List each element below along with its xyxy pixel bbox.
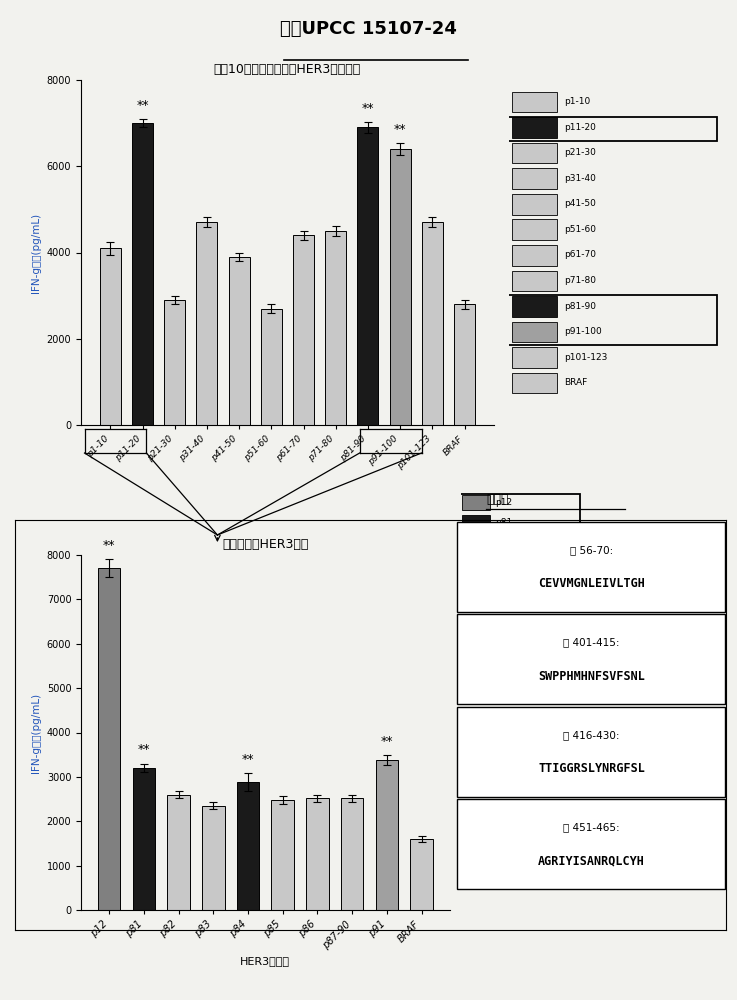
FancyBboxPatch shape [462,575,490,590]
Bar [133,768,155,910]
Text: 肽 56-70:: 肽 56-70: [570,545,613,555]
FancyBboxPatch shape [458,522,725,612]
FancyBboxPatch shape [462,495,490,510]
Text: **: ** [138,743,150,756]
Text: p91: p91 [495,658,512,667]
Text: 肽 401-415:: 肽 401-415: [563,638,620,648]
FancyBboxPatch shape [462,655,490,670]
Text: p11-20: p11-20 [564,123,596,132]
Text: p83: p83 [495,558,512,567]
FancyBboxPatch shape [462,615,490,630]
Bar [325,231,346,425]
Bar [237,782,259,910]
Bar [202,806,225,910]
Text: p61-70: p61-70 [564,250,596,259]
Text: **: ** [103,539,116,552]
Bar [197,222,217,425]
Bar [390,149,411,425]
Bar [167,795,190,910]
FancyBboxPatch shape [458,614,725,704]
Bar [98,568,120,910]
Bar [99,248,121,425]
X-axis label: HER3肽信息: HER3肽信息 [240,956,290,966]
Bar [164,300,185,425]
FancyBboxPatch shape [462,535,490,550]
Title: 具有10个肽片段的组的HER3全局筛选: 具有10个肽片段的组的HER3全局筛选 [214,63,361,76]
Bar [422,222,443,425]
Text: **: ** [394,123,406,136]
FancyBboxPatch shape [458,799,725,889]
Text: BRAF: BRAF [495,678,518,687]
FancyBboxPatch shape [511,143,556,163]
Text: **: ** [362,102,374,115]
Text: SWPPHMHNFSVFSNL: SWPPHMHNFSVFSNL [538,670,645,683]
Text: p87-90: p87-90 [495,638,527,647]
FancyBboxPatch shape [462,635,490,650]
FancyBboxPatch shape [462,555,490,570]
Text: 肽 451-465:: 肽 451-465: [563,822,620,832]
Bar [132,123,153,425]
Text: p84: p84 [495,578,511,587]
Text: p1-10: p1-10 [564,97,590,106]
Bar [261,309,282,425]
Text: TTIGGRSLYNRGFSL: TTIGGRSLYNRGFSL [538,762,645,775]
FancyBboxPatch shape [511,322,556,342]
FancyBboxPatch shape [511,245,556,266]
Text: p71-80: p71-80 [564,276,596,285]
Bar [411,839,433,910]
Text: p85: p85 [495,598,512,607]
Text: p31-40: p31-40 [564,174,596,183]
FancyBboxPatch shape [511,271,556,291]
Bar [271,800,294,910]
FancyBboxPatch shape [511,117,556,138]
Bar [357,127,378,425]
Text: p12: p12 [495,498,511,507]
Text: p41-50: p41-50 [564,199,596,208]
Text: p101-123: p101-123 [564,353,607,362]
Y-axis label: IFN-g产量(pg/mL): IFN-g产量(pg/mL) [31,692,41,773]
Text: **: ** [380,735,393,748]
Bar [376,760,398,910]
Text: p86: p86 [495,618,512,627]
Text: p21-30: p21-30 [564,148,596,157]
Text: p51-60: p51-60 [564,225,596,234]
Text: 患者UPCC 15107-24: 患者UPCC 15107-24 [280,20,457,38]
Text: p81: p81 [495,518,512,527]
FancyBboxPatch shape [462,515,490,530]
Text: AGRIYISANRQLCYH: AGRIYISANRQLCYH [538,854,645,867]
Text: **: ** [136,99,149,112]
Title: 具有单肽的HER3筛选: 具有单肽的HER3筛选 [222,538,309,551]
Text: p81-90: p81-90 [564,302,596,311]
Y-axis label: IFN-g产量(pg/mL): IFN-g产量(pg/mL) [31,212,41,293]
Text: CEVVMGNLEIVLTGH: CEVVMGNLEIVLTGH [538,577,645,590]
FancyBboxPatch shape [511,92,556,112]
Text: 肽序列: 肽序列 [486,493,509,506]
Bar [454,304,475,425]
FancyBboxPatch shape [511,194,556,215]
Bar [340,798,363,910]
FancyBboxPatch shape [458,707,725,797]
FancyBboxPatch shape [511,347,556,368]
FancyBboxPatch shape [462,675,490,690]
Text: 肽 416-430:: 肽 416-430: [563,730,620,740]
FancyBboxPatch shape [511,296,556,317]
Text: BRAF: BRAF [564,378,587,387]
Bar [293,235,314,425]
Text: **: ** [242,753,254,766]
Text: p82: p82 [495,538,511,547]
FancyBboxPatch shape [462,595,490,610]
FancyBboxPatch shape [511,373,556,393]
Bar [228,257,250,425]
FancyBboxPatch shape [511,168,556,189]
Text: p91-100: p91-100 [564,327,602,336]
FancyBboxPatch shape [511,219,556,240]
Bar [306,798,329,910]
